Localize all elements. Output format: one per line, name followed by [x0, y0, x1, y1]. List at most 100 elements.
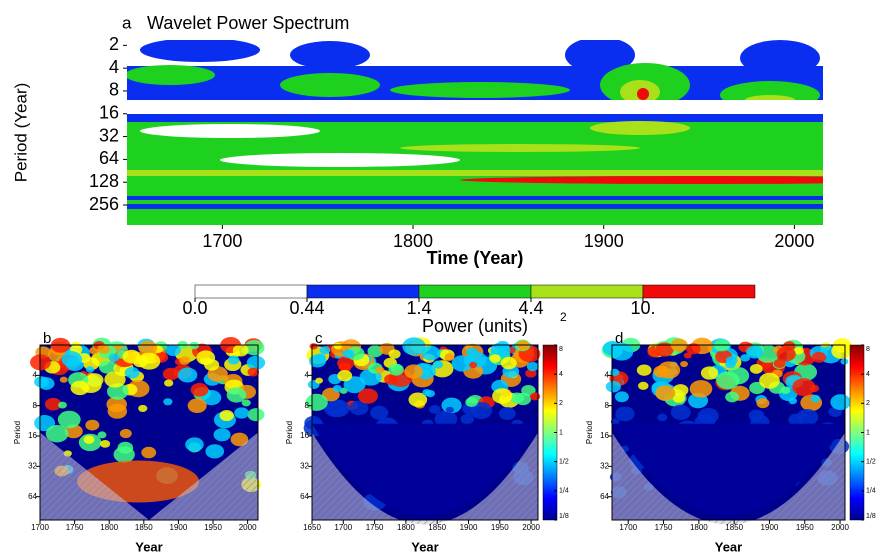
contour-fill [127, 65, 215, 85]
y-tick-label: 4 [33, 370, 38, 379]
power-patch [332, 385, 342, 393]
power-patch [333, 342, 342, 350]
contour-fill [127, 196, 823, 200]
power-patch [104, 371, 126, 388]
y-tick-label: 16 [28, 431, 37, 440]
power-patch [189, 341, 200, 350]
wavelet-field [303, 337, 541, 525]
power-patch [247, 367, 260, 377]
power-patch [672, 393, 685, 403]
power-patch [811, 351, 827, 363]
y-axis-label: Period [13, 421, 22, 444]
contour-fill [140, 40, 260, 62]
power-patch [44, 397, 62, 411]
power-patch [657, 413, 668, 422]
power-patch [58, 401, 67, 409]
y-tick-label: 4 [305, 370, 310, 379]
x-tick-label: 2000 [831, 523, 849, 532]
panel-letter: b [43, 330, 51, 347]
power-patch [100, 440, 111, 448]
power-patch [185, 437, 204, 452]
colorbar-tick-label: 4.4 [518, 298, 543, 318]
power-patch [59, 376, 68, 383]
panel-letter: d [615, 330, 623, 347]
x-tick-label: 1900 [170, 523, 188, 532]
power-patch [434, 410, 458, 428]
x-tick-label: 1950 [491, 523, 509, 532]
colorbar-segment [418, 284, 532, 299]
contour-fill [220, 153, 460, 167]
power-patch [337, 356, 355, 370]
power-patch [492, 388, 513, 404]
x-tick-label: 1900 [460, 523, 478, 532]
power-patch [190, 383, 209, 397]
power-patch [605, 380, 621, 393]
x-axis-label: Time (Year) [427, 248, 524, 268]
power-patch [460, 414, 474, 425]
power-patch [388, 349, 401, 359]
x-axis-label: Year [411, 539, 438, 554]
power-patch [83, 435, 95, 444]
power-patch [614, 391, 629, 403]
power-patch [85, 419, 100, 431]
contour-fill [280, 73, 380, 97]
x-tick-label: 1700 [619, 523, 637, 532]
colorbar-tick-label: 0.0 [182, 298, 207, 318]
contour-fill [140, 124, 320, 138]
contour-fill [400, 144, 640, 152]
power-patch [164, 379, 174, 387]
panel-a-contours [127, 40, 823, 225]
x-tick-label: 1800 [393, 231, 433, 251]
power-patch [700, 366, 719, 380]
x-tick-label: 1750 [655, 523, 673, 532]
x-tick-label: 2000 [522, 523, 540, 532]
colorbar-tick-label: 4 [866, 371, 870, 378]
power-patch [113, 446, 135, 463]
power-patch [324, 399, 347, 418]
power-patch [226, 387, 247, 403]
plot-frame [311, 344, 539, 521]
power-patch [793, 346, 804, 355]
power-patch [776, 346, 796, 362]
x-tick-label: 1650 [303, 523, 321, 532]
x-tick-label: 1700 [202, 231, 242, 251]
colorbar-tick-label: 1/8 [559, 513, 569, 520]
power-patch [796, 408, 819, 426]
colorbar-tick-label: 2 [866, 400, 870, 407]
power-patch [205, 444, 225, 459]
cone-of-influence [40, 432, 258, 520]
y-tick-label: 32 [28, 461, 37, 470]
power-patch [638, 381, 649, 390]
colorbar-tick-label: 1.4 [406, 298, 431, 318]
power-patch [469, 401, 493, 420]
power-patch [138, 340, 158, 356]
power-patch [500, 356, 517, 370]
power-patch [525, 368, 537, 378]
y-tick-label: 32 [300, 461, 309, 470]
y-tick-label: 16 [99, 103, 119, 123]
contour-fill [565, 40, 635, 73]
power-patch [773, 358, 786, 369]
power-patch [57, 410, 81, 429]
power-patch [234, 407, 249, 419]
colorbar-label-sup: 2 [560, 310, 567, 324]
contour-fill [390, 82, 570, 98]
colorbar-tick-label: 1/2 [559, 459, 569, 466]
y-tick-label: 64 [300, 492, 309, 501]
contour-fill [127, 114, 823, 122]
power-patch [489, 354, 501, 363]
power-patch [97, 344, 110, 354]
power-patch [337, 369, 353, 382]
y-tick-label: 256 [89, 194, 119, 214]
wavelet-field [30, 337, 266, 521]
power-patch [421, 345, 441, 361]
x-tick-label: 1950 [204, 523, 222, 532]
power-patch [529, 392, 541, 401]
power-patch [70, 380, 90, 396]
contour-fill [127, 170, 823, 176]
y-axis-label: Period (Year) [11, 83, 30, 183]
power-patch [179, 356, 191, 365]
power-patch [187, 398, 207, 414]
panel-letter: a [122, 13, 132, 32]
